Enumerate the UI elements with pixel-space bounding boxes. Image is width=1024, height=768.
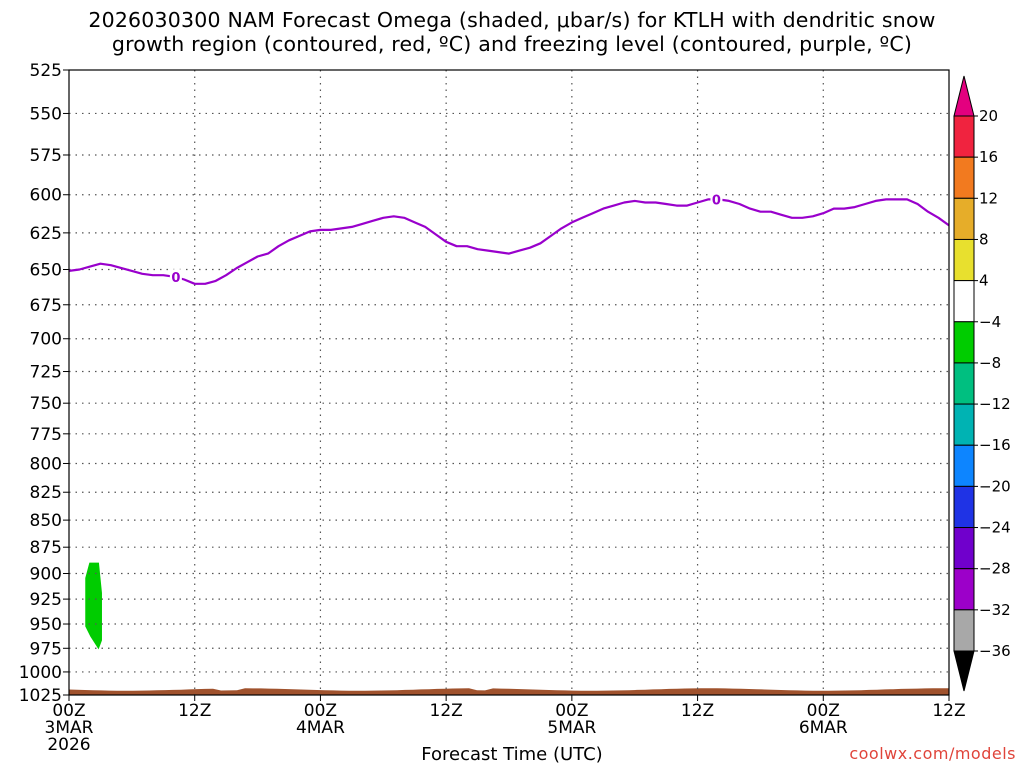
y-tick-label-625: 625: [30, 224, 62, 244]
y-tick-label-925: 925: [30, 590, 62, 610]
colorbar-label-10: −24: [979, 519, 1011, 537]
x-tick-label-72-0: 00Z: [807, 701, 840, 721]
colorbar-box-8: [953, 444, 975, 487]
colorbar-label-0: 20: [979, 107, 998, 125]
omega-shade-patch-0: [85, 562, 102, 650]
y-tick-label-875: 875: [30, 538, 62, 558]
colorbar-box-1: [953, 156, 975, 199]
y-tick-label-550: 550: [30, 104, 62, 124]
x-axis-label: Forecast Time (UTC): [421, 744, 603, 765]
colorbar-box-4: [953, 280, 975, 323]
surface-terrain: [69, 688, 949, 695]
x-tick-label-0-0: 00Z: [52, 701, 85, 721]
freezing-level-label-0: 0: [171, 271, 180, 286]
y-tick-label-675: 675: [30, 296, 62, 316]
y-tick-label-850: 850: [30, 511, 62, 531]
y-tick-label-750: 750: [30, 394, 62, 414]
credit-link[interactable]: coolwx.com/models: [849, 744, 1016, 763]
freezing-label-bg-1: [710, 191, 723, 208]
colorbar-box-0: [953, 115, 975, 158]
colorbar-label-12: −32: [979, 601, 1011, 619]
y-tick-label-725: 725: [30, 363, 62, 383]
chart-title-line-1: 2026030300 NAM Forecast Omega (shaded, μ…: [88, 8, 936, 32]
y-tick-label-975: 975: [30, 639, 62, 659]
colorbar-label-2: 12: [979, 189, 998, 207]
y-tick-label-575: 575: [30, 146, 62, 166]
surface-terrain-band: [69, 688, 949, 695]
x-tick-label-36-0: 12Z: [430, 701, 463, 721]
colorbar-label-8: −16: [979, 436, 1011, 454]
colorbar-label-6: −8: [979, 354, 1001, 372]
x-tick-label-24-1: 4MAR: [296, 718, 345, 738]
y-tick-label-900: 900: [30, 565, 62, 585]
colorbar-box-11: [953, 568, 975, 611]
y-axis: 525 550 575 600 625 650 675 700 725 750 775 800 825 8…: [19, 61, 69, 706]
chart-title: 2026030300 NAM Forecast Omega (shaded, μ…: [0, 8, 1024, 56]
freezing-level-line: [68, 198, 950, 285]
plot-border: [68, 69, 950, 696]
freezing-level: 00: [68, 191, 950, 286]
x-tick-label-24-0: 00Z: [304, 701, 337, 721]
colorbar-box-7: [953, 403, 975, 446]
y-tick-label-775: 775: [30, 425, 62, 445]
colorbar-label-13: −36: [979, 642, 1011, 660]
colorbar-bottom-arrow: [953, 650, 975, 692]
colorbar-box-6: [953, 362, 975, 405]
colorbar-box-9: [953, 485, 975, 529]
omega-shading: [85, 562, 102, 650]
y-tick-label-600: 600: [30, 186, 62, 206]
plot-frame: [68, 69, 950, 696]
y-tick-label-950: 950: [30, 615, 62, 635]
colorbar-label-7: −12: [979, 395, 1011, 413]
grid-lines: [69, 70, 949, 695]
chart-title-line-2: growth region (contoured, red, ºC) and f…: [111, 32, 913, 56]
colorbar-top-arrow: [953, 75, 975, 117]
colorbar-box-3: [953, 238, 975, 282]
freezing-label-bg-0: [169, 269, 182, 286]
y-tick-label-1025: 1025: [19, 686, 62, 706]
colorbar-label-5: −4: [979, 313, 1001, 331]
colorbar-box-10: [953, 527, 975, 570]
colorbar-box-12: [953, 609, 975, 652]
x-tick-label-84-0: 12Z: [932, 701, 965, 721]
colorbar-box-5: [953, 321, 975, 364]
y-tick-label-825: 825: [30, 483, 62, 503]
y-tick-label-800: 800: [30, 454, 62, 474]
y-tick-label-700: 700: [30, 330, 62, 350]
x-tick-label-0-1: 3MAR: [45, 718, 94, 738]
x-tick-label-60-0: 12Z: [681, 701, 714, 721]
colorbar-label-11: −28: [979, 560, 1011, 578]
colorbar-box-2: [953, 197, 975, 240]
colorbar-label-3: 8: [979, 230, 989, 248]
y-tick-label-525: 525: [30, 61, 62, 81]
y-tick-label-1000: 1000: [19, 663, 62, 683]
x-tick-label-48-0: 00Z: [555, 701, 588, 721]
x-tick-label-12-0: 12Z: [178, 701, 211, 721]
colorbar-label-1: 16: [979, 148, 998, 166]
x-tick-label-48-1: 5MAR: [547, 718, 596, 738]
colorbar-label-4: 4: [979, 272, 989, 290]
colorbar: 20 16 12 8 4 −4 −8 −12 −16 −20 −24 −28 −32 −36: [953, 75, 1011, 692]
x-tick-label-72-1: 6MAR: [799, 718, 848, 738]
y-tick-label-650: 650: [30, 261, 62, 281]
x-tick-label-0-2: 2026: [47, 735, 90, 755]
colorbar-label-9: −20: [979, 477, 1011, 495]
freezing-level-label-1: 0: [712, 193, 721, 208]
